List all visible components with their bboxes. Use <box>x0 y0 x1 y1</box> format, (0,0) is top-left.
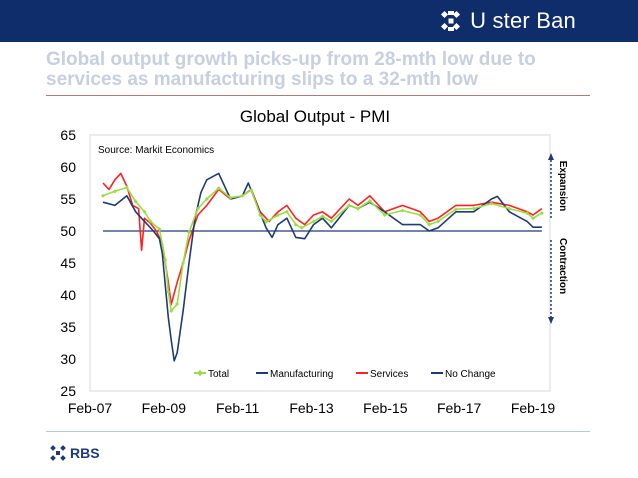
y-tick-label: 50 <box>60 223 76 239</box>
data-point <box>228 195 233 200</box>
headline-divider <box>46 95 590 96</box>
x-tick-label: Feb-15 <box>363 400 408 416</box>
x-tick-label: Feb-09 <box>142 400 187 416</box>
series-lines <box>101 172 544 362</box>
contraction-arrowhead <box>548 317 554 324</box>
legend-label: Manufacturing <box>270 369 333 380</box>
data-point <box>258 213 263 217</box>
data-point <box>347 203 352 208</box>
data-point <box>275 213 280 217</box>
data-point <box>163 257 168 262</box>
y-tick-label: 35 <box>60 319 76 335</box>
data-point <box>157 227 162 232</box>
data-point <box>249 188 254 193</box>
data-point <box>148 219 153 224</box>
data-point <box>195 206 200 211</box>
x-tick-label: Feb-19 <box>511 400 556 416</box>
y-tick-label: 65 <box>60 127 76 143</box>
x-tick-label: Feb-17 <box>437 400 482 416</box>
data-point <box>293 222 298 227</box>
expansion-box <box>555 153 573 219</box>
data-point <box>204 197 209 201</box>
brand-name: U ster Ban <box>470 8 576 33</box>
data-point <box>471 206 476 211</box>
footer-divider <box>46 431 590 432</box>
data-point <box>124 185 129 190</box>
data-point <box>142 209 147 214</box>
y-tick-label: 55 <box>60 191 76 207</box>
data-point <box>418 213 423 217</box>
data-point <box>240 193 245 198</box>
x-tick-label: Feb-11 <box>216 400 260 416</box>
data-point <box>264 220 269 225</box>
data-point <box>531 216 535 221</box>
legend-label: No Change <box>445 369 496 380</box>
legend-label: Services <box>370 369 408 380</box>
footer-logo-text: RBS <box>70 445 100 461</box>
source-note: Source: Markit Economics <box>98 145 214 156</box>
data-point <box>112 189 117 194</box>
contraction-label: Contraction <box>557 238 568 294</box>
bank-daisy-logo-icon <box>441 10 461 31</box>
data-point <box>329 219 334 224</box>
data-point <box>311 219 316 224</box>
contraction-box <box>555 232 573 320</box>
headline-line-2: services as manufacturing slips to a 32-… <box>46 69 478 90</box>
chart-title: Global Output - PMI <box>240 107 390 126</box>
data-point <box>181 261 186 265</box>
data-point <box>175 301 180 306</box>
headline-line-1: Global output growth picks-up from 28-mt… <box>46 49 536 70</box>
expansion-label: Expansion <box>557 161 568 212</box>
headline: Global output growth picks-up from 28-mt… <box>46 50 606 90</box>
data-point <box>436 219 441 224</box>
data-point <box>216 186 221 191</box>
data-point <box>299 225 304 230</box>
x-tick-label: Feb-13 <box>289 400 334 416</box>
data-point <box>284 209 289 214</box>
footer-logo: RBS <box>50 445 100 461</box>
series-line-services <box>102 172 543 306</box>
x-axis-ticks: Feb-07 Feb-09 Feb-11 Feb-13 Feb-15 Feb-17 Feb-… <box>68 400 556 416</box>
legend-label: Total <box>208 369 229 380</box>
y-tick-label: 30 <box>60 351 76 367</box>
data-point <box>187 230 192 235</box>
data-point <box>525 211 530 216</box>
legend-marker <box>197 370 203 376</box>
data-point <box>453 207 458 212</box>
data-point <box>489 201 494 206</box>
y-tick-label: 25 <box>60 383 76 399</box>
data-point <box>320 214 325 219</box>
data-point <box>367 198 372 203</box>
data-point <box>507 206 512 211</box>
header-bar: U ster Ban <box>0 0 638 42</box>
data-point <box>169 309 174 313</box>
data-point <box>427 222 432 227</box>
data-point <box>539 211 544 216</box>
y-tick-label: 45 <box>60 255 76 271</box>
series-line-manufacturing <box>102 172 542 362</box>
y-tick-label: 40 <box>60 287 76 303</box>
data-point <box>133 199 138 204</box>
brand-logo: U ster Ban <box>440 7 576 35</box>
data-point <box>356 206 361 211</box>
y-axis-ticks: 25 30 35 40 45 50 55 60 65 <box>60 127 76 399</box>
y-tick-label: 60 <box>60 159 76 175</box>
rbs-daisy-logo-icon <box>50 445 66 461</box>
expansion-arrowhead <box>548 153 554 160</box>
data-point <box>382 213 387 217</box>
data-point <box>400 208 405 213</box>
data-point <box>101 193 106 198</box>
data-point <box>166 289 171 294</box>
plot-area-border <box>89 134 551 392</box>
x-tick-label: Feb-07 <box>68 400 113 416</box>
legend: Total Manufacturing Services No Change <box>194 369 496 380</box>
